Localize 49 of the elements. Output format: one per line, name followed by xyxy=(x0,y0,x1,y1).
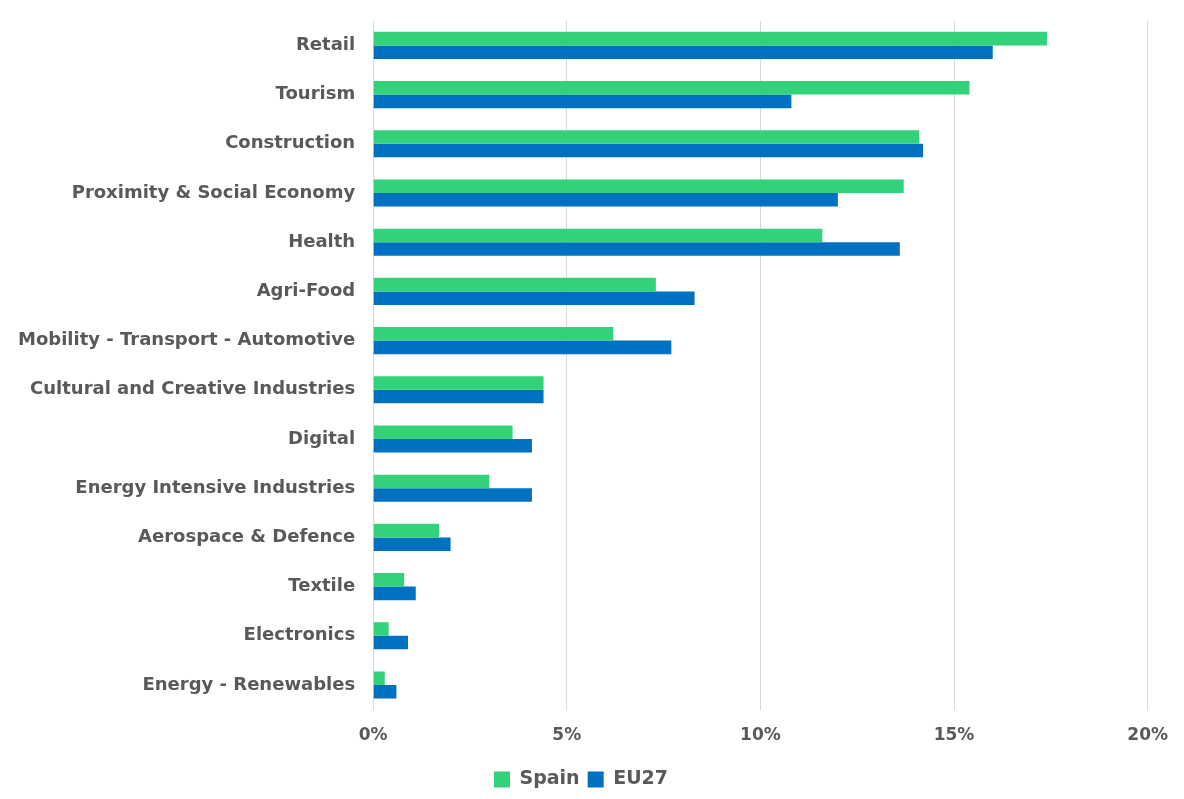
bar xyxy=(373,635,409,650)
legend-label: Spain xyxy=(519,766,580,789)
y-tick-label: Construction xyxy=(225,131,356,153)
x-tick-label: 20% xyxy=(1127,724,1169,745)
bar xyxy=(373,81,970,95)
x-tick-label: 10% xyxy=(740,724,781,745)
bar xyxy=(373,193,838,207)
y-tick-label: Retail xyxy=(295,33,356,55)
y-tick-label: Electronics xyxy=(243,623,356,645)
bar xyxy=(373,586,416,601)
bar xyxy=(373,277,656,292)
bar xyxy=(373,523,439,538)
legend-label: EU27 xyxy=(613,766,669,789)
x-tick-label: 15% xyxy=(933,724,975,745)
bar xyxy=(373,130,920,144)
bar xyxy=(373,573,405,587)
bar xyxy=(373,291,695,305)
bar xyxy=(373,179,904,193)
y-tick-label: Mobility - Transport - Automotive xyxy=(17,328,356,350)
bar xyxy=(373,425,513,439)
bar xyxy=(373,242,900,256)
bar xyxy=(373,439,532,453)
y-tick-label: Cultural and Creative Industries xyxy=(30,377,356,399)
bar xyxy=(373,389,544,404)
y-tick-label: Agri-Food xyxy=(256,279,356,301)
x-tick-label: 0% xyxy=(358,724,388,745)
y-tick-label: Health xyxy=(288,229,356,251)
bar xyxy=(373,685,397,699)
y-tick-label: Proximity & Social Economy xyxy=(71,180,356,202)
bar xyxy=(373,143,924,158)
bar xyxy=(373,537,451,551)
bar xyxy=(373,327,614,341)
bar xyxy=(373,474,490,489)
bar xyxy=(373,31,1047,46)
bar xyxy=(373,622,389,636)
bar xyxy=(373,376,544,390)
y-tick-label: Textile xyxy=(288,574,356,596)
bar xyxy=(373,94,792,109)
y-tick-label: Digital xyxy=(288,426,356,448)
bar xyxy=(373,488,532,502)
x-tick-label: 5% xyxy=(552,724,582,745)
bar xyxy=(373,228,823,243)
y-tick-label: Aerospace & Defence xyxy=(138,525,356,547)
y-tick-label: Tourism xyxy=(275,82,356,104)
bar xyxy=(373,45,993,59)
bar xyxy=(373,340,672,355)
y-tick-label: Energy Intensive Industries xyxy=(75,475,356,497)
y-tick-label: Energy - Renewables xyxy=(142,672,356,694)
bar xyxy=(373,671,385,685)
